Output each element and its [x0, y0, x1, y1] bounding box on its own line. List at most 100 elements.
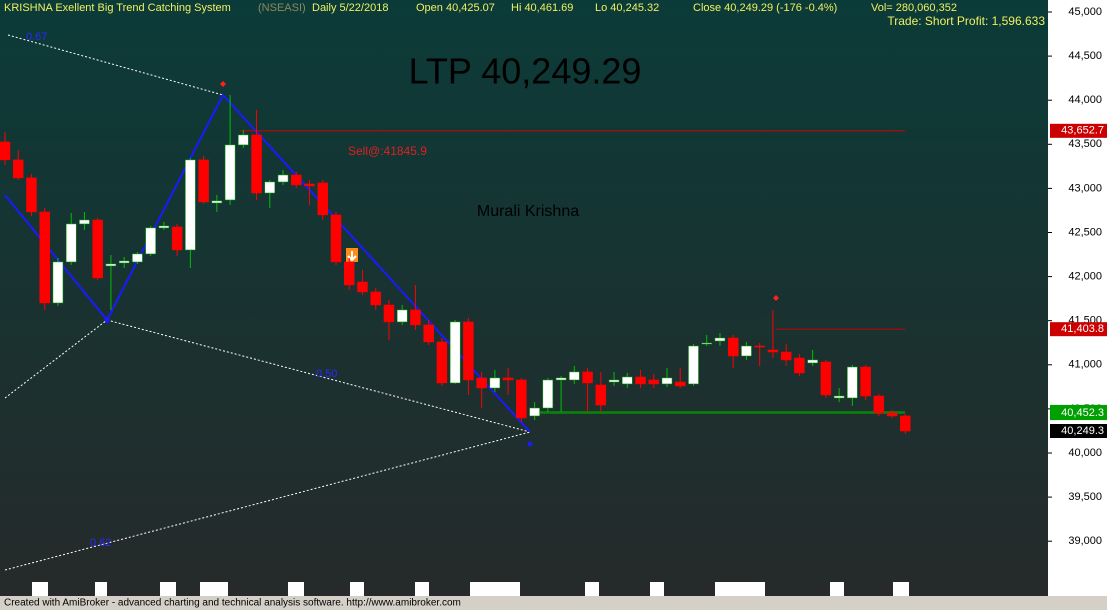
marker: [104, 316, 110, 324]
candle-body: [410, 309, 421, 326]
candle-body: [820, 361, 832, 396]
date-block: [350, 582, 364, 596]
level-tag: [1050, 322, 1107, 337]
low-text: Lo 40,245.32: [595, 2, 659, 14]
signal-text: Sell@:41845.9: [348, 144, 427, 158]
candle-body: [224, 144, 236, 201]
candle-body: [582, 371, 593, 384]
fib-label: 0.67: [26, 31, 47, 43]
plot-background: [0, 0, 1048, 596]
candle-body: [833, 395, 845, 399]
date-block: [288, 582, 304, 596]
candle-body: [661, 377, 673, 385]
date-block: [650, 582, 664, 596]
level-label: 43,652.7: [1061, 125, 1104, 137]
date-block: [893, 582, 909, 596]
candle-body: [674, 381, 686, 387]
candle-body: [12, 159, 24, 179]
date-block: [200, 582, 228, 596]
candle-body: [542, 379, 554, 409]
candle-body: [291, 174, 302, 186]
candle-body: [463, 321, 474, 381]
fib-line: [4, 319, 108, 399]
candle-body: [343, 261, 355, 286]
candle-body: [847, 366, 858, 399]
candle-body: [555, 377, 567, 381]
fib-label: 0.50: [316, 368, 337, 380]
date-block: [32, 582, 48, 596]
candle-body: [516, 379, 527, 419]
candle-body: [476, 377, 487, 389]
candle-body: [317, 182, 329, 216]
candle-body: [701, 342, 712, 345]
candle-body: [39, 211, 50, 304]
candle-body: [595, 384, 607, 406]
volume-text: Vol= 280,060,352: [871, 2, 957, 14]
ltp-text: LTP 40,249.29: [409, 51, 642, 92]
candle-body: [502, 377, 514, 381]
marker: [527, 441, 533, 447]
date-block: [715, 582, 765, 596]
y-tick-label: 40,000: [1068, 447, 1102, 459]
candle-body: [211, 200, 223, 204]
candle-body: [900, 415, 911, 432]
trade-text: Trade: Short Profit: 1,596.633: [887, 14, 1045, 28]
candle-body: [52, 261, 64, 304]
candle-body: [529, 407, 540, 417]
exchange: (NSEASI): [258, 2, 306, 14]
candle-body: [132, 253, 143, 263]
candle-body: [569, 371, 580, 381]
candle-body: [622, 376, 633, 385]
candle-body: [370, 291, 381, 306]
candle-body: [780, 351, 792, 361]
axis-background: [1048, 0, 1107, 596]
level-label: 40,452.3: [1061, 407, 1104, 419]
candle-body: [807, 359, 818, 364]
candle-body: [238, 134, 249, 146]
fib-label: 0.62: [90, 537, 111, 549]
candle-body: [383, 304, 395, 323]
date-block: [415, 582, 429, 596]
candle-body: [92, 219, 103, 279]
candle-body: [251, 134, 262, 194]
chart-title: KRISHNA Exellent Big Trend Catching Syst…: [4, 2, 231, 14]
candle-body: [277, 174, 289, 183]
candle-body: [635, 376, 646, 385]
marker: [220, 81, 226, 87]
author-text: Murali Krishna: [477, 203, 579, 220]
candle-body: [648, 379, 660, 385]
y-tick-label: 44,500: [1068, 50, 1102, 62]
candle-body: [396, 309, 408, 323]
fib-line: [106, 319, 531, 433]
drawings: [4, 34, 779, 571]
candle-body: [794, 357, 805, 374]
candle-body: [330, 214, 342, 263]
level-label: 41,403.8: [1061, 323, 1104, 335]
zigzag: [4, 93, 531, 433]
date-block: [95, 582, 107, 596]
level-label: 40,249.3: [1061, 425, 1104, 437]
close-text: Close 40,249.29 (-176 -0.4%): [693, 2, 837, 14]
date-block: [160, 582, 176, 596]
date-block: [470, 582, 520, 596]
candle-body: [436, 341, 448, 384]
candle-body: [264, 181, 276, 194]
y-tick-label: 39,000: [1068, 535, 1102, 547]
y-tick-label: 42,500: [1068, 226, 1102, 238]
footer: Created with AmiBroker - advanced charti…: [4, 598, 461, 609]
y-tick-label: 41,000: [1068, 359, 1102, 371]
date-block: [830, 582, 844, 596]
level-tag: [1050, 424, 1107, 439]
candle-body: [145, 227, 156, 255]
candle-body: [449, 321, 461, 384]
y-tick-label: 42,000: [1068, 270, 1102, 282]
y-tick-label: 43,500: [1068, 138, 1102, 150]
y-tick-label: 45,000: [1068, 6, 1102, 18]
fib-line: [4, 431, 531, 571]
candle-body: [886, 412, 898, 417]
candle-body: [688, 345, 699, 385]
candle-body: [304, 183, 315, 187]
y-tick-label: 39,500: [1068, 491, 1102, 503]
candle-body: [198, 159, 209, 203]
candle-body: [714, 337, 726, 342]
